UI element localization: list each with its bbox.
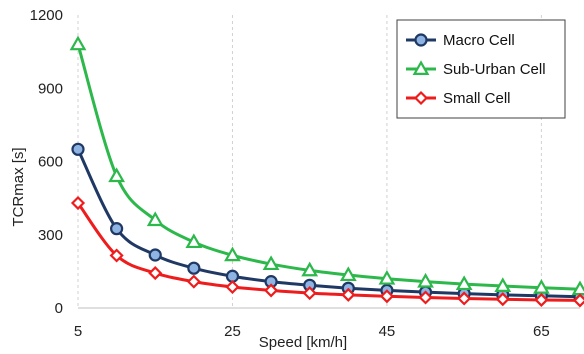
data-point-small-cell: [302, 286, 317, 301]
x-axis-ticks: 5 25 45 65: [74, 323, 550, 340]
legend-label: Small Cell: [443, 90, 511, 107]
data-point-small-cell: [534, 292, 549, 307]
data-point-sub-urban-cell: [108, 167, 126, 183]
data-point-macro-cell: [187, 261, 201, 275]
data-point-sub-urban-cell: [455, 275, 473, 291]
y-tick-label: 0: [55, 300, 63, 317]
series-sub-urban-cell: [69, 35, 584, 296]
data-point-sub-urban-cell: [224, 246, 241, 262]
data-point-small-cell: [109, 248, 124, 263]
y-axis-ticks: 0 300 600 900 1200: [30, 7, 63, 317]
data-point-sub-urban-cell: [339, 266, 357, 282]
series-small-cell: [70, 195, 584, 308]
x-axis-title: Speed [km/h]: [259, 334, 347, 351]
x-tick-label: 45: [379, 323, 396, 340]
x-tick-label: 65: [533, 323, 550, 340]
data-point-macro-cell: [110, 222, 124, 236]
data-point-macro-cell: [148, 248, 162, 262]
legend: Macro Cell Sub-Urban Cell Small Cell: [396, 19, 566, 119]
data-point-sub-urban-cell: [378, 269, 396, 285]
data-point-macro-cell: [71, 142, 85, 156]
legend-item-small-cell: Small Cell: [406, 90, 511, 107]
data-point-sub-urban-cell: [262, 255, 280, 271]
x-tick-label: 5: [74, 323, 82, 340]
data-point-small-cell: [70, 195, 86, 211]
y-tick-label: 300: [38, 227, 63, 244]
data-point-sub-urban-cell: [185, 233, 203, 249]
legend-marker-macro-cell: [414, 33, 428, 47]
data-point-sub-urban-cell: [417, 272, 434, 288]
data-point-small-cell: [148, 266, 163, 281]
data-point-small-cell: [495, 292, 510, 307]
data-point-small-cell: [457, 291, 472, 306]
y-axis-title: TCRmax [s]: [10, 147, 27, 226]
data-point-sub-urban-cell: [494, 277, 512, 292]
data-point-sub-urban-cell: [301, 261, 319, 277]
legend-label: Macro Cell: [443, 32, 515, 49]
data-point-small-cell: [379, 289, 394, 304]
legend-marker-small-cell: [413, 90, 429, 106]
legend-item-sub-urban-cell: Sub-Urban Cell: [406, 60, 546, 78]
y-tick-label: 900: [38, 80, 63, 97]
legend-marker-sub-urban-cell: [412, 60, 430, 75]
legend-item-macro-cell: Macro Cell: [406, 32, 515, 49]
data-point-sub-urban-cell: [69, 35, 87, 51]
y-tick-label: 600: [38, 154, 63, 171]
data-point-small-cell: [418, 290, 433, 305]
series-layer: [69, 35, 584, 308]
y-tick-label: 1200: [30, 7, 63, 24]
data-point-sub-urban-cell: [146, 211, 164, 227]
data-point-small-cell: [186, 274, 201, 289]
data-point-sub-urban-cell: [532, 279, 550, 294]
data-point-small-cell: [225, 279, 240, 295]
data-point-small-cell: [264, 283, 279, 298]
x-tick-label: 25: [224, 323, 241, 340]
data-point-small-cell: [341, 287, 356, 302]
legend-label: Sub-Urban Cell: [443, 61, 546, 78]
